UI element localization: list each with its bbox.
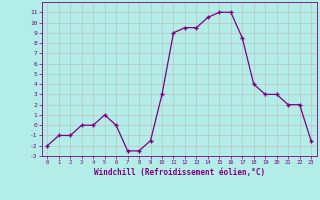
X-axis label: Windchill (Refroidissement éolien,°C): Windchill (Refroidissement éolien,°C)	[94, 168, 265, 177]
